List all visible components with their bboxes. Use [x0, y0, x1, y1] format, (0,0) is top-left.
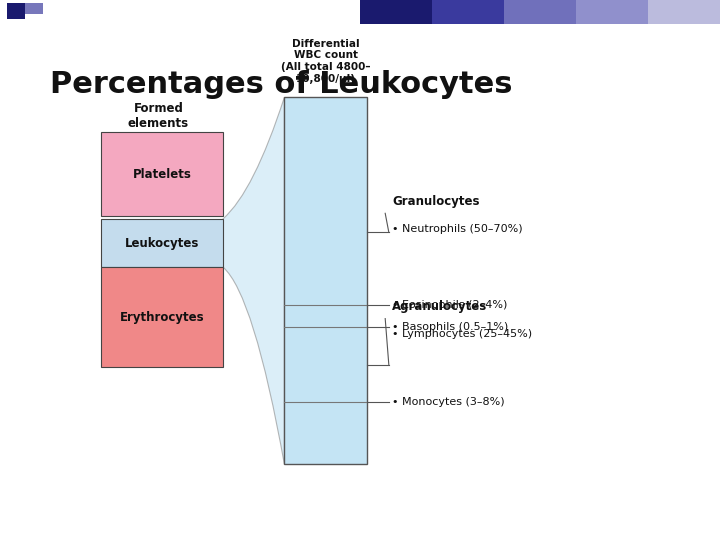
- Bar: [360, 0, 432, 24]
- Text: Erythrocytes: Erythrocytes: [120, 310, 204, 324]
- Text: Agranulocytes: Agranulocytes: [392, 300, 487, 313]
- Bar: [284, 97, 367, 464]
- Bar: [101, 267, 223, 367]
- PathPatch shape: [223, 97, 284, 464]
- Bar: [7, 3, 25, 19]
- Text: • Basophils (0.5–1%): • Basophils (0.5–1%): [392, 322, 508, 332]
- Bar: [101, 219, 223, 267]
- Text: Percentages of Leukocytes: Percentages of Leukocytes: [50, 70, 513, 99]
- Text: • Monocytes (3–8%): • Monocytes (3–8%): [392, 397, 505, 407]
- Text: Formed
elements: Formed elements: [128, 102, 189, 130]
- Bar: [576, 0, 648, 24]
- Text: • Neutrophils (50–70%): • Neutrophils (50–70%): [392, 224, 523, 234]
- Bar: [504, 0, 576, 24]
- Text: Leukocytes: Leukocytes: [125, 237, 199, 249]
- Bar: [648, 0, 720, 24]
- Text: • Eosinophils (2–4%): • Eosinophils (2–4%): [392, 300, 508, 310]
- Text: Platelets: Platelets: [132, 167, 192, 181]
- Bar: [432, 0, 504, 24]
- Text: • Lymphocytes (25–45%): • Lymphocytes (25–45%): [392, 329, 533, 340]
- Text: Differential
WBC count
(All total 4800–
10,800/μl): Differential WBC count (All total 4800– …: [282, 39, 371, 84]
- Bar: [25, 3, 43, 14]
- Bar: [101, 132, 223, 216]
- Text: Granulocytes: Granulocytes: [392, 195, 480, 208]
